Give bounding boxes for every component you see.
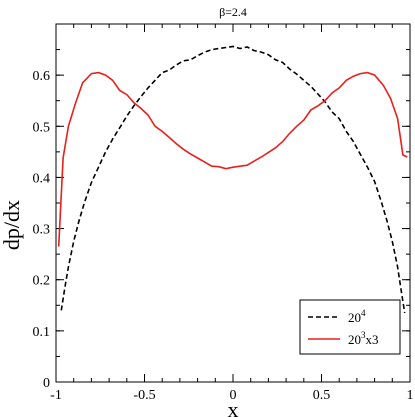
y-tick-label: 0.4 bbox=[33, 171, 51, 186]
x-axis-label: x bbox=[228, 397, 239, 417]
y-tick-label: 0.5 bbox=[33, 120, 51, 135]
y-axis-label: dp/dx bbox=[0, 200, 24, 250]
x-tick-label: 1 bbox=[407, 388, 414, 403]
plot-area: -1 -0.5 0 0.5 1 0 0.1 0.2 0.3 0.4 0.5 0.6 bbox=[33, 23, 414, 403]
legend-label-1: 204 bbox=[348, 308, 366, 325]
y-tick-label: 0.6 bbox=[33, 69, 51, 84]
y-tick-label: 0.2 bbox=[33, 274, 51, 289]
x-tick-label: 0.5 bbox=[313, 388, 331, 403]
legend-box bbox=[299, 299, 401, 355]
x-tick-label: 0 bbox=[230, 388, 237, 403]
x-tick-label: -1 bbox=[50, 388, 62, 403]
legend: 204 203x3 bbox=[299, 299, 401, 355]
series-line-2 bbox=[57, 71, 408, 247]
chart-title: β=2.4 bbox=[219, 5, 247, 19]
x-tick-label: -0.5 bbox=[133, 388, 155, 403]
y-tick-label: 0.1 bbox=[33, 325, 51, 340]
y-tick-label: 0 bbox=[43, 376, 50, 391]
series-line-1 bbox=[60, 45, 406, 314]
legend-label-2: 203x3 bbox=[348, 330, 379, 347]
y-tick-label: 0.3 bbox=[33, 223, 51, 238]
